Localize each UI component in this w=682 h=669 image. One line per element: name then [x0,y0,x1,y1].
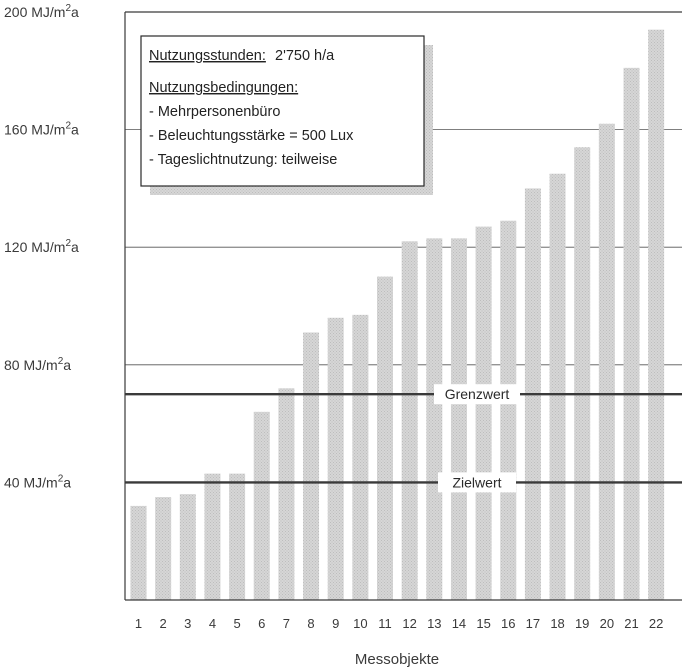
y-tick-label: 120 MJ/m2a [4,238,79,255]
info-condition-1: - Mehrpersonenbüro [149,104,280,120]
bar [450,238,467,600]
reference-label-bg [438,472,516,493]
bar [426,238,443,600]
x-tick-label: 11 [378,616,392,631]
y-tick-label: 200 MJ/m2a [4,3,79,20]
x-tick-label: 1 [135,616,142,631]
x-tick-label: 7 [283,616,290,631]
x-tick-label: 2 [160,616,167,631]
bar [229,473,246,600]
bar [549,173,566,600]
bar [130,505,147,600]
bar [352,314,369,600]
bar [155,497,172,600]
info-condition-2: - Beleuchtungsstärke = 500 Lux [149,128,354,144]
x-tick-label: 12 [402,616,416,631]
y-tick-label: 40 MJ/m2a [4,473,71,490]
x-tick-label: 5 [233,616,240,631]
info-condition-3: - Tageslichtnutzung: teilweise [149,152,337,168]
bar [598,123,615,600]
reference-label-bg [434,384,520,405]
bar [648,29,665,600]
x-tick-label: 13 [427,616,441,631]
x-axis-title: Messobjekte [355,651,439,668]
info-box-frame [140,35,425,187]
x-tick-label: 10 [353,616,367,631]
y-tick-label: 80 MJ/m2a [4,356,71,373]
bar [278,388,295,600]
x-tick-label: 16 [501,616,515,631]
info-box: Nutzungsstunden: 2'750 h/a Nutzungsbedin… [140,35,433,195]
bar [401,241,418,600]
bar [303,332,320,600]
x-tick-label: 8 [307,616,314,631]
x-tick-label: 21 [624,616,638,631]
bar [475,226,492,600]
bar [377,276,393,600]
x-tick-label: 17 [526,616,540,631]
reference-line-label: Zielwert [452,474,501,490]
bar [204,473,221,600]
x-tick-label: 22 [649,616,663,631]
x-tick-label: 20 [600,616,614,631]
bar [574,147,591,601]
bar [179,494,196,600]
info-hours-label: Nutzungsstunden: [149,48,266,64]
bar [327,317,344,600]
x-tick-label: 19 [575,616,589,631]
bar [253,411,270,600]
info-conditions-title: Nutzungsbedingungen: [149,80,298,96]
y-tick-label: 160 MJ/m2a [4,121,79,138]
x-tick-label: 14 [452,616,466,631]
x-tick-label: 15 [476,616,490,631]
x-tick-label: 18 [550,616,564,631]
reference-line-label: Grenzwert [445,386,510,402]
bar [623,67,640,601]
bar [500,220,517,601]
x-tick-label: 6 [258,616,265,631]
x-tick-label: 4 [209,616,216,631]
x-tick-label: 3 [184,616,191,631]
x-tick-label: 9 [332,616,339,631]
info-hours-value: 2'750 h/a [275,48,335,64]
